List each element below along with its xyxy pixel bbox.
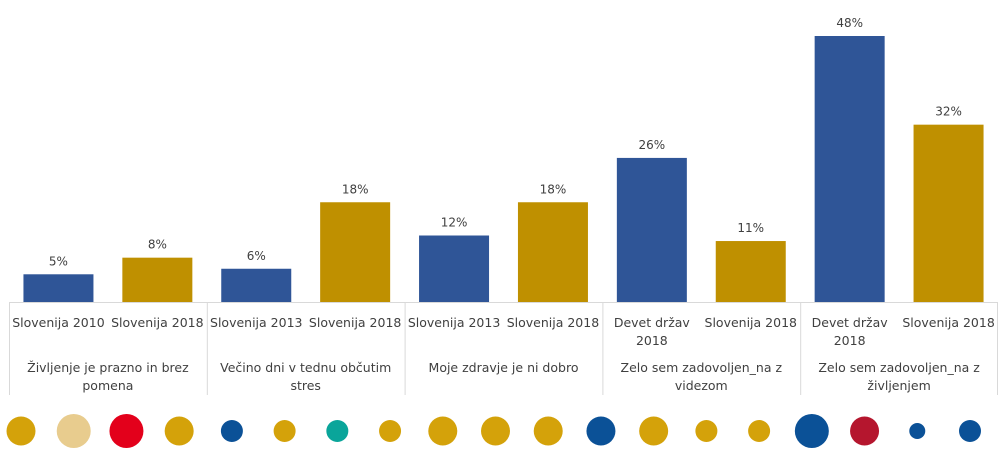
category-tick-label: Slovenija 2013 (408, 315, 500, 330)
decorative-dot (586, 416, 616, 446)
decorative-dot (379, 420, 402, 442)
decorative-dot (481, 416, 510, 446)
decorative-dot (748, 420, 771, 442)
bar (715, 241, 786, 302)
decorative-dot (164, 416, 194, 446)
data-label: 32% (935, 105, 962, 119)
group-label: Življenje je prazno in brez pomena (27, 360, 189, 393)
decorative-dot (56, 414, 91, 448)
bar (122, 257, 193, 302)
decorative-dot (533, 416, 563, 446)
data-label: 12% (441, 216, 468, 230)
category-tick-label: Slovenija 2018 (111, 315, 204, 330)
category-tick-label: Slovenija 2018 (902, 315, 995, 330)
group-label: Zelo sem zadovoljen_na z življenjem (818, 360, 980, 393)
bar (221, 268, 292, 302)
category-tick-label: Devet držav 2018 (812, 315, 889, 348)
decorative-dot (109, 414, 144, 448)
category-tick-label: Devet držav 2018 (614, 315, 691, 348)
decorative-dot (850, 416, 880, 446)
decorative-dot (794, 414, 829, 448)
decorative-dot (695, 420, 718, 442)
data-label: 8% (148, 238, 167, 252)
bar (320, 202, 391, 302)
group-label: Moje zdravje je ni dobro (429, 360, 579, 375)
decorative-dot (273, 420, 296, 442)
labels-layer: 5% Slovenija 2010 8% Slovenija 2018 Življenj… (12, 16, 995, 393)
data-label: 26% (639, 138, 666, 152)
bar (616, 157, 687, 302)
category-tick-label: Slovenija 2018 (507, 315, 600, 330)
decorative-dot (909, 423, 926, 439)
data-label: 48% (836, 16, 863, 30)
group-label: Zelo sem zadovoljen_na z videzom (621, 360, 783, 393)
bars-layer (23, 36, 984, 303)
bar (814, 36, 885, 302)
data-label: 5% (49, 254, 68, 268)
category-tick-label: Slovenija 2013 (210, 315, 302, 330)
group-label: Večino dni v tednu občutim stres (220, 360, 391, 393)
data-label: 11% (737, 221, 764, 235)
decorative-dot (220, 420, 243, 442)
decorative-dot (326, 420, 349, 442)
bar (419, 235, 490, 302)
decorative-dots (6, 414, 981, 448)
decorative-dot (6, 416, 36, 446)
decorative-dot (959, 420, 981, 442)
data-label: 18% (540, 182, 567, 196)
data-label: 18% (342, 182, 369, 196)
bar (913, 124, 984, 303)
bar (517, 202, 588, 302)
category-tick-label: Slovenija 2010 (12, 315, 105, 330)
decorative-dot (639, 416, 669, 446)
decorative-dot (428, 416, 458, 446)
bar (23, 274, 94, 302)
category-tick-label: Slovenija 2018 (309, 315, 402, 330)
category-tick-label: Slovenija 2018 (705, 315, 798, 330)
data-label: 6% (247, 249, 266, 263)
